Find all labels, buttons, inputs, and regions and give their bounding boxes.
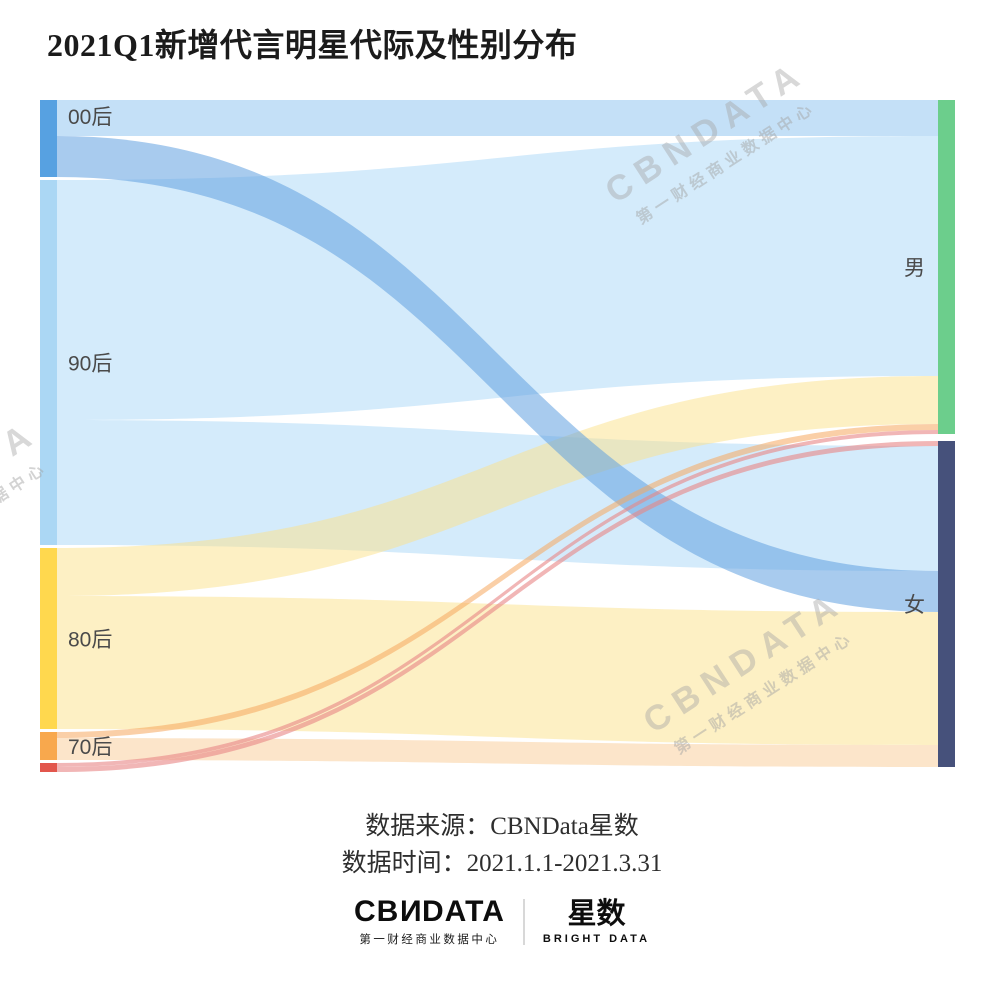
flow-80后-男 bbox=[57, 376, 938, 596]
logo-divider bbox=[522, 899, 525, 945]
flow-n5-女 bbox=[57, 441, 938, 772]
footer-logo: CBNDATA 第一财经商业数据中心 星数 BRIGHT DATA bbox=[0, 895, 1004, 947]
node-女 bbox=[938, 441, 955, 767]
node-label-90后: 90后 bbox=[68, 353, 112, 376]
node-00后 bbox=[40, 100, 57, 177]
node-70后 bbox=[40, 732, 57, 760]
node-label-女: 女 bbox=[904, 594, 925, 617]
node-label-80后: 80后 bbox=[68, 629, 112, 652]
flow-70后-女 bbox=[57, 738, 938, 767]
node-男 bbox=[938, 100, 955, 434]
flow-n5-男 bbox=[57, 430, 938, 767]
node-label-男: 男 bbox=[904, 257, 925, 280]
cbndata-logo-prefix: CB bbox=[353, 895, 400, 928]
flow-80后-女 bbox=[57, 596, 938, 745]
data-time-line: 数据时间：2021.1.1-2021.3.31 bbox=[341, 850, 663, 877]
data-source-line: 数据来源：CBNData星数 bbox=[365, 813, 639, 840]
node-90后 bbox=[40, 180, 57, 545]
chart-title: 2021Q1新增代言明星代际及性别分布 bbox=[47, 27, 578, 63]
sankey-chart: 00后 90后 80后 70后 男女 bbox=[40, 100, 955, 772]
cbndata-logo-subtext: 第一财经商业数据中心 bbox=[359, 934, 500, 946]
cbndata-logo-suffix: DATA bbox=[422, 895, 505, 928]
flow-70后-男 bbox=[57, 424, 938, 738]
cbndata-logo: CBNDATA bbox=[353, 895, 505, 928]
node-label-70后: 70后 bbox=[68, 736, 112, 759]
cbndata-logo-block: CBNDATA 第一财经商业数据中心 bbox=[353, 895, 505, 947]
flow-00后-男 bbox=[57, 100, 938, 136]
star-logo-block: 星数 BRIGHT DATA bbox=[542, 897, 651, 945]
star-logo: 星数 bbox=[567, 897, 626, 930]
star-logo-subtext: BRIGHT DATA bbox=[542, 932, 651, 945]
node-80后 bbox=[40, 548, 57, 729]
node-n5 bbox=[40, 763, 57, 772]
node-label-00后: 00后 bbox=[68, 106, 112, 129]
cbndata-logo-n: N bbox=[399, 895, 422, 928]
flow-00后-女 bbox=[57, 136, 938, 612]
